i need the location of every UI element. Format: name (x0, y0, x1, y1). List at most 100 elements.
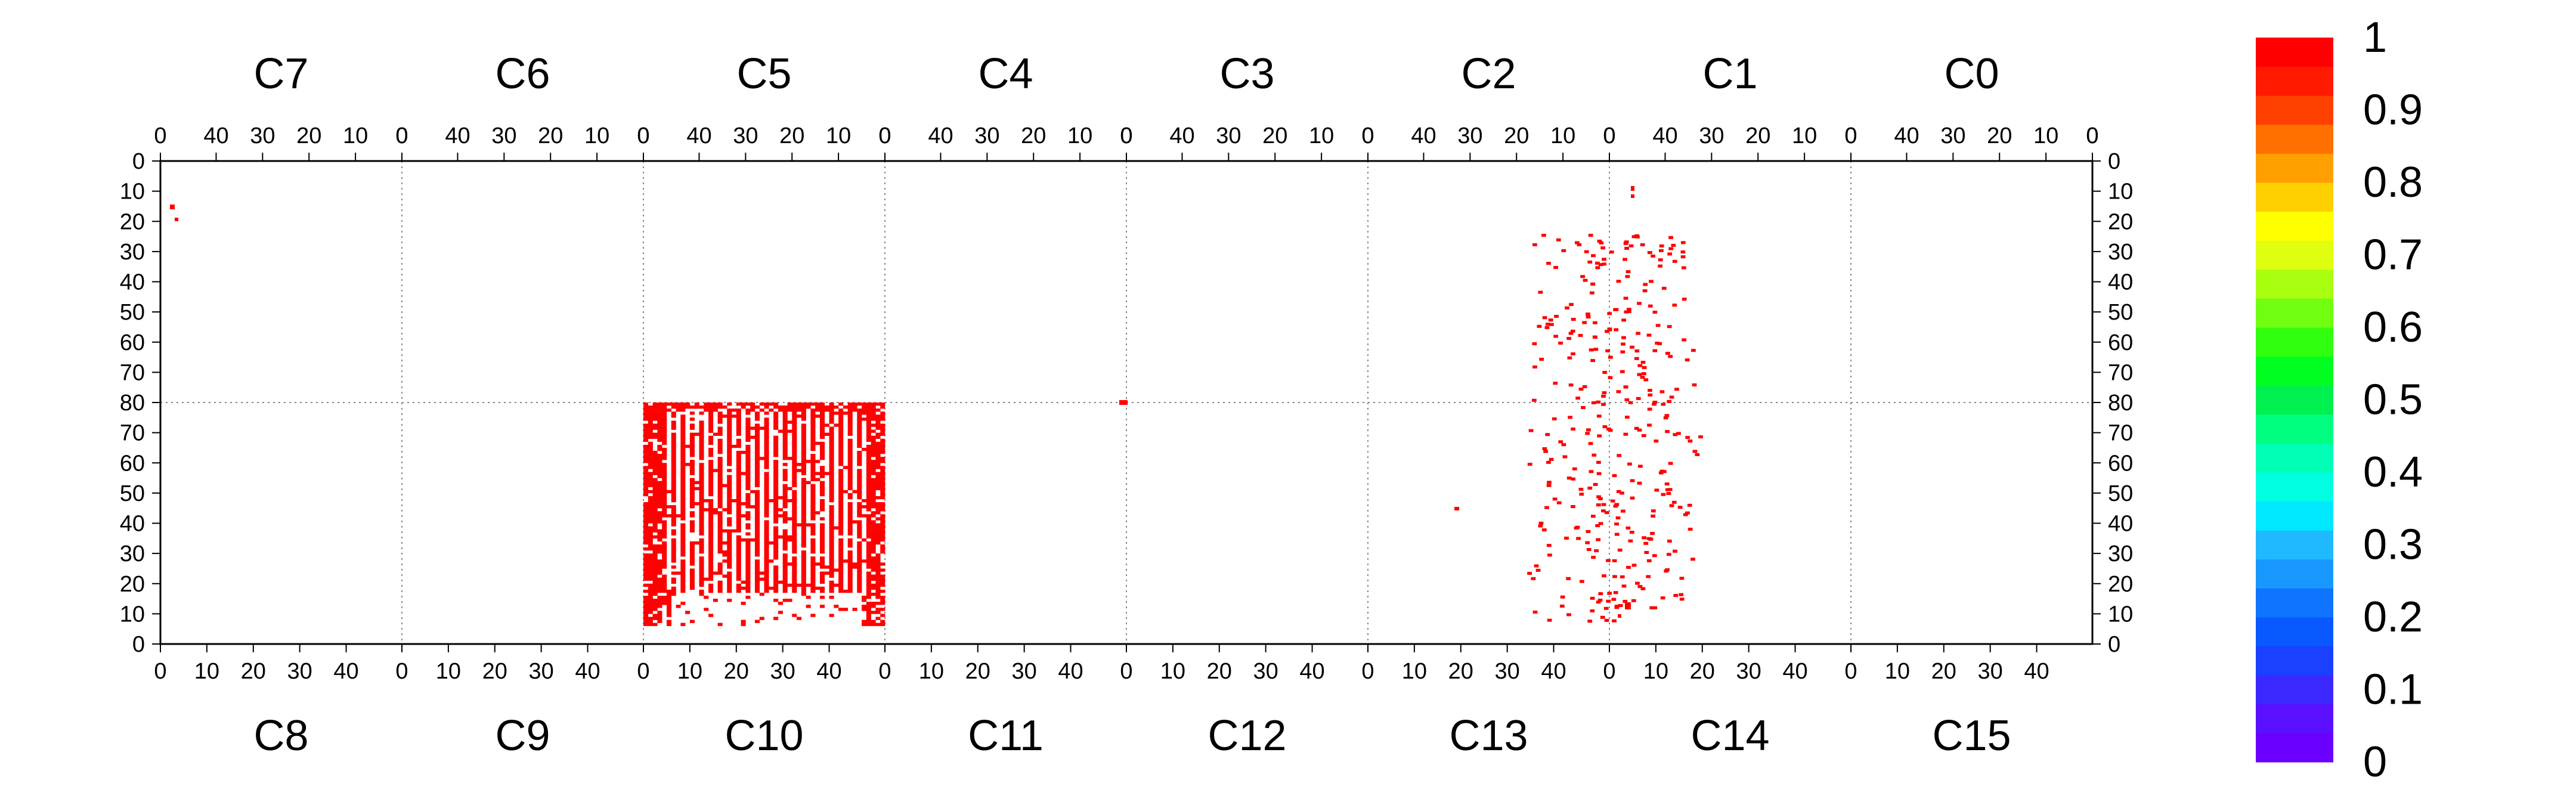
hit-cell (717, 562, 723, 566)
hit-cell (1688, 439, 1693, 443)
hit-cell (810, 499, 816, 503)
hit-cell (662, 441, 667, 445)
hit-cell (764, 526, 769, 530)
hit-cell (1652, 402, 1657, 406)
hit-cell (847, 414, 853, 418)
hit-cell (857, 583, 862, 587)
hit-cell (727, 414, 732, 418)
hit-cell (717, 502, 723, 506)
hit-cell (680, 583, 686, 587)
x-tick-label-top: 20 (1504, 123, 1529, 148)
hit-cell (815, 408, 821, 412)
hit-cell (680, 577, 686, 581)
hit-cell (754, 444, 760, 448)
hit-cell (717, 526, 723, 530)
hit-cell (782, 469, 788, 472)
hit-cell (1615, 516, 1621, 520)
hit-cell (866, 469, 871, 472)
hit-cell (782, 565, 788, 569)
hit-cell (1674, 388, 1679, 391)
hit-cell (810, 541, 816, 545)
hit-cell (1541, 234, 1546, 237)
x-tick-label-top: 30 (1457, 123, 1482, 148)
hit-cell (1626, 565, 1631, 569)
hit-cell (829, 451, 834, 454)
hit-cell (662, 429, 667, 433)
hit-cell (708, 556, 714, 560)
hit-cell (671, 511, 676, 515)
hit-cell (880, 490, 886, 494)
hit-cell (880, 614, 886, 617)
hit-cell (880, 466, 886, 469)
hit-cell (671, 405, 676, 409)
hit-cell (680, 478, 686, 481)
hit-cell (782, 417, 788, 421)
hit-cell (782, 541, 788, 545)
hit-cell (871, 529, 876, 532)
y-tick-label-right: 0 (2108, 632, 2120, 657)
hit-cell (1595, 266, 1600, 270)
hit-cell (680, 623, 686, 626)
hit-cell (1589, 348, 1594, 352)
hit-cell (652, 514, 658, 518)
hit-cell (792, 505, 797, 509)
hit-cell (689, 490, 695, 494)
hit-cell (829, 402, 834, 406)
hit-cell (680, 484, 686, 488)
hit-cell (689, 529, 695, 532)
hit-cell (773, 514, 779, 518)
hit-cell (708, 429, 714, 433)
hit-cell (694, 402, 699, 406)
hit-cell (838, 402, 844, 406)
y-tick-label-left: 40 (120, 270, 145, 295)
hit-cell (880, 544, 886, 548)
hit-cell (866, 429, 871, 433)
hit-cell (657, 580, 662, 584)
hit-cell (727, 553, 732, 557)
hit-cell (857, 535, 862, 539)
hit-cell (708, 411, 714, 415)
hit-cell (847, 496, 853, 500)
hit-cell (764, 423, 769, 427)
hit-cell (699, 429, 704, 433)
hit-cell (880, 514, 886, 518)
hit-cell (1586, 312, 1590, 316)
colorbar-segment (2256, 38, 2333, 67)
hit-cell (1586, 530, 1591, 533)
hit-cell (764, 435, 769, 439)
hit-cell (792, 520, 797, 524)
hit-cell (801, 544, 806, 548)
hit-cell (1590, 596, 1595, 600)
hit-cell (1601, 509, 1606, 513)
hit-cell (652, 547, 658, 551)
hit-cell (1600, 615, 1605, 619)
hit-cell (829, 526, 834, 530)
hit-cell (1574, 241, 1580, 244)
hit-cell (801, 457, 806, 460)
hit-cell (829, 475, 834, 478)
hit-cell (801, 493, 806, 497)
hit-cell (792, 481, 797, 484)
hit-cell (810, 505, 816, 509)
hit-cell (643, 596, 649, 599)
hit-cell (829, 408, 834, 412)
hit-cell (847, 514, 853, 518)
hit-cell (736, 568, 741, 572)
hit-cell (1679, 577, 1685, 580)
hit-cell (652, 608, 658, 611)
hit-cell (704, 577, 709, 581)
hit-cell (699, 451, 704, 454)
hit-cell (871, 444, 876, 448)
hit-cell (754, 447, 760, 451)
hit-cell (717, 535, 723, 539)
hit-cell (871, 460, 876, 463)
hit-cell (685, 611, 691, 614)
hit-cell (1682, 338, 1687, 342)
hit-cell (648, 562, 653, 566)
hit-cell (699, 438, 704, 442)
hit-cell (875, 496, 881, 500)
hit-cell (736, 438, 741, 442)
hit-cell (792, 502, 797, 506)
hit-cell (819, 586, 825, 590)
y-tick-label-right: 30 (2108, 541, 2133, 566)
